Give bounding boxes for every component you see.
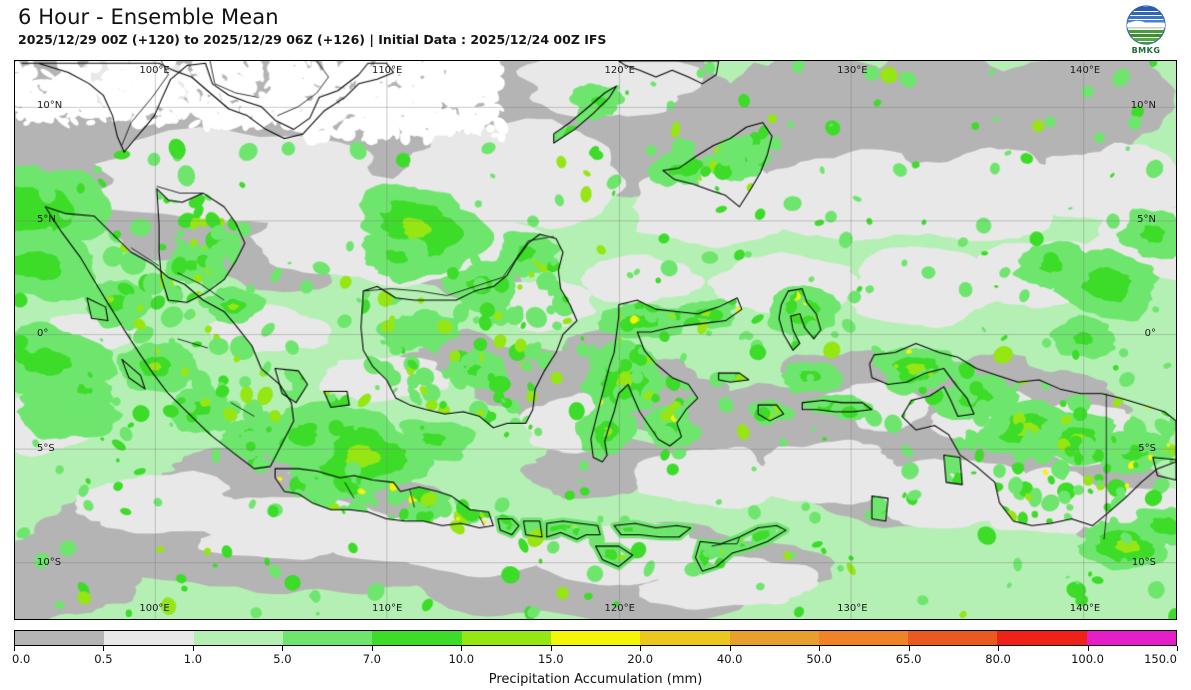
- colorbar-tick-label: 0.0: [12, 652, 31, 666]
- colorbar-tick-label: 0.5: [94, 652, 113, 666]
- colorbar-segment-6: [550, 631, 641, 645]
- colorbar-tick-label: 150.0: [1144, 652, 1177, 666]
- colorbar-tick-label: 5.0: [273, 652, 292, 666]
- header: 6 Hour - Ensemble Mean 2025/12/29 00Z (+…: [18, 4, 606, 48]
- colorbar-tick-label: 10.0: [448, 652, 475, 666]
- colorbar-segment-7: [640, 631, 730, 645]
- colorbar-tick-label: 20.0: [627, 652, 654, 666]
- colorbar-tick: [461, 646, 463, 651]
- colorbar-segment-4: [372, 631, 462, 645]
- colorbar-segment-9: [818, 631, 909, 645]
- colorbar-segment-3: [282, 631, 373, 645]
- colorbar-tick-label: 1.0: [183, 652, 203, 666]
- colorbar-tick-label: 80.0: [985, 652, 1011, 666]
- colorbar-segment-5: [461, 631, 551, 645]
- page-title: 6 Hour - Ensemble Mean: [18, 5, 279, 29]
- colorbar-tick: [1177, 646, 1178, 651]
- colorbar-ticks: [14, 646, 1178, 652]
- colorbar-tick: [14, 646, 15, 651]
- colorbar-tick: [998, 646, 1000, 651]
- colorbar[interactable]: 0.0 0.5 1.0 5.0 7.0 10.0 15.0 20.0 40.0 50.0 65.0 8…: [12, 630, 1178, 687]
- precipitation-map[interactable]: 100°E 100°E 110°E 110°E 120°E 120°E 130°E 130°E…: [14, 60, 1177, 620]
- colorbar-tick: [103, 646, 105, 651]
- colorbar-segment-12: [1086, 631, 1177, 645]
- colorbar-tick-label: 40.0: [716, 652, 743, 666]
- bmkg-logo: BMKG: [1113, 4, 1179, 55]
- colorbar-tick: [729, 646, 731, 651]
- map-raster: [15, 61, 1176, 619]
- colorbar-tick: [640, 646, 642, 651]
- colorbar-segment-0: [15, 631, 105, 645]
- colorbar-gradient[interactable]: [14, 630, 1177, 646]
- colorbar-tick-labels: 0.0 0.5 1.0 5.0 7.0 10.0 15.0 20.0 40.0 50.0 65.0 8…: [12, 652, 1177, 668]
- colorbar-tick: [550, 646, 552, 651]
- colorbar-tick-label: 15.0: [537, 652, 564, 666]
- bmkg-logo-text: BMKG: [1131, 46, 1161, 55]
- colorbar-title: Precipitation Accumulation (mm): [488, 672, 703, 687]
- colorbar-tick: [819, 646, 821, 651]
- bmkg-logo-icon: [1126, 5, 1166, 45]
- colorbar-segment-2: [193, 631, 283, 645]
- colorbar-tick-label: 65.0: [895, 652, 922, 666]
- colorbar-tick-label: 50.0: [806, 652, 832, 666]
- forecast-valid-time-subtitle: 2025/12/29 00Z (+120) to 2025/12/29 06Z …: [18, 32, 607, 47]
- colorbar-tick: [1087, 646, 1089, 651]
- colorbar-tick: [908, 646, 910, 651]
- colorbar-tick-label: 100.0: [1071, 652, 1104, 666]
- colorbar-segment-1: [104, 631, 194, 645]
- colorbar-segment-10: [908, 631, 998, 645]
- colorbar-segment-11: [997, 631, 1087, 645]
- colorbar-tick: [192, 646, 194, 651]
- colorbar-tick: [371, 646, 373, 651]
- colorbar-tick: [282, 646, 284, 651]
- colorbar-segment-8: [729, 631, 819, 645]
- colorbar-tick-label: 7.0: [362, 652, 381, 666]
